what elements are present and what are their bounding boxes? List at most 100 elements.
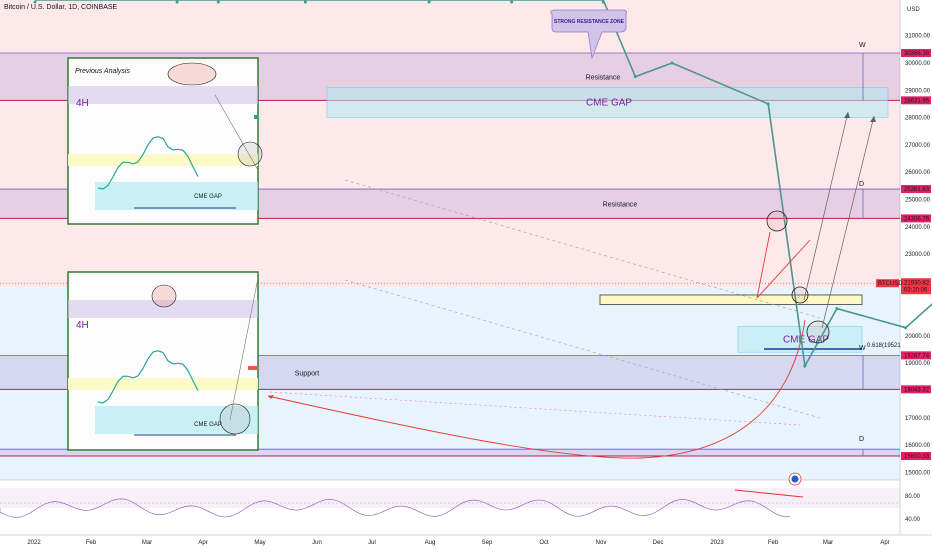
rsi-overbought-band xyxy=(0,488,900,508)
cme-gap-label: CME GAP xyxy=(586,98,632,109)
date-axis-label: 2022 xyxy=(27,540,41,546)
rsi-level-label: 40.00 xyxy=(905,517,921,523)
rsi-level-box xyxy=(901,492,931,500)
price-tag-label: 19287.74 xyxy=(904,353,930,359)
date-axis-label: Dec xyxy=(653,540,664,546)
inset-annotation: Previous Analysis xyxy=(75,68,130,75)
inset-yellow-band xyxy=(68,378,258,390)
channel-bottom-line xyxy=(344,279,821,419)
timeframe-marker-label: D xyxy=(859,436,864,443)
inset-marker xyxy=(254,115,258,119)
inset-marker xyxy=(248,366,257,370)
callout-text: STRONG RESISTANCE ZONE xyxy=(554,19,625,25)
price-axis-label: 31000.00 xyxy=(905,34,931,40)
zone-label: Resistance xyxy=(586,75,621,82)
current-price-tag xyxy=(901,278,931,295)
price-axis-label: 29000.00 xyxy=(905,88,931,94)
inset-price-line xyxy=(97,350,199,404)
price-point xyxy=(175,0,179,4)
inset-connector-line xyxy=(229,277,259,421)
price-tag-label: 18043.32 xyxy=(904,387,930,393)
fib-label: 0.618(19521 xyxy=(867,343,901,349)
price-axis-label: 16000.00 xyxy=(905,443,931,449)
flag-icon-inner xyxy=(791,475,799,483)
price-point xyxy=(633,75,637,79)
timeframe-marker-label: W xyxy=(859,42,866,49)
highlight-circle xyxy=(766,210,788,232)
projection-arrowhead xyxy=(870,116,876,122)
symbol-tag-label: BTCUSD xyxy=(878,281,903,287)
price-tag-box xyxy=(901,49,931,57)
inset-cme-box xyxy=(95,406,258,434)
price-tag-box xyxy=(901,96,931,105)
symbol-tag xyxy=(876,279,899,288)
price-axis-label: 19000.00 xyxy=(905,361,931,367)
inset-highlight-circle xyxy=(151,284,177,308)
price-tag-label: 24306.76 xyxy=(904,216,930,222)
inset-timeframe-text: 4H xyxy=(76,320,89,331)
current-price-countdown: 03:20:06 xyxy=(904,288,928,294)
date-axis-label: Oct xyxy=(539,540,549,546)
cme-gap-label: CME GAP xyxy=(783,334,829,345)
price-point xyxy=(510,0,514,4)
inset-target-circle xyxy=(219,403,251,435)
date-axis-label: Jul xyxy=(368,540,376,546)
price-tag-label: 25381.63 xyxy=(904,187,930,193)
price-point xyxy=(33,0,37,4)
inset-target-circle xyxy=(237,141,263,167)
support-trend-line xyxy=(269,391,801,426)
price-point xyxy=(303,0,307,4)
price-axis-label: 30000.00 xyxy=(905,61,931,67)
projection-arrow xyxy=(803,111,849,301)
price-axis-label: 20000.00 xyxy=(905,334,931,340)
date-axis-label: Mar xyxy=(823,540,833,546)
trend-line xyxy=(756,231,771,299)
date-axis-label: Jun xyxy=(312,540,322,546)
price-axis-label: 15000.00 xyxy=(905,470,931,476)
zone-label: Resistance xyxy=(603,202,638,209)
price-axis-label: 26000.00 xyxy=(905,170,931,176)
inset-price-line xyxy=(97,136,199,190)
arc-arrowhead xyxy=(268,395,274,399)
projection-arrowhead xyxy=(844,112,850,118)
zone-label: Support xyxy=(295,370,320,377)
price-axis xyxy=(900,0,932,550)
date-axis-label: Apr xyxy=(198,540,207,546)
price-tag-box xyxy=(901,385,931,394)
price-axis-label: 25000.00 xyxy=(905,197,931,203)
inset-cme-label: CME GAP xyxy=(194,422,222,428)
price-axis-label: 27000.00 xyxy=(905,143,931,149)
price-axis-label: 23000.00 xyxy=(905,252,931,258)
price-axis-label: 24000.00 xyxy=(905,225,931,231)
date-axis-label: 2023 xyxy=(710,540,724,546)
date-axis-label: Feb xyxy=(86,540,97,546)
inset-highlight-circle xyxy=(167,62,217,86)
symbol-title: Bitcoin / U.S. Dollar, 1D, COINBASE xyxy=(4,4,118,11)
inset-connector-line xyxy=(214,94,259,171)
highlight-circle xyxy=(806,320,830,344)
price-tag-label: 15600.33 xyxy=(904,454,930,460)
price-tag-box xyxy=(901,452,931,460)
strong-resistance-callout xyxy=(550,9,627,60)
inset-panel: CME GAP 4H xyxy=(67,271,259,451)
inset-resistance-band xyxy=(68,300,258,318)
highlight-circle xyxy=(791,286,809,304)
channel-top-line xyxy=(344,179,821,319)
price-tag-box xyxy=(901,185,931,194)
date-axis-label: Nov xyxy=(596,540,607,546)
price-axis-label: 17000.00 xyxy=(905,416,931,422)
price-point xyxy=(766,102,770,106)
price-point xyxy=(803,364,807,368)
inset-panel: CME GAP 4H Previous Analysis xyxy=(67,57,263,225)
inset-yellow-band xyxy=(68,154,258,166)
date-axis-label: Sep xyxy=(482,540,493,546)
cme-gap-box xyxy=(326,87,889,118)
timeframe-marker-label: D xyxy=(859,181,864,188)
timeframe-marker-label: W xyxy=(859,345,866,352)
order-block-box xyxy=(599,294,863,305)
rsi-level-label: 80.00 xyxy=(905,494,921,500)
date-axis-label: Apr xyxy=(880,540,889,546)
currency-label: USD xyxy=(907,7,920,13)
